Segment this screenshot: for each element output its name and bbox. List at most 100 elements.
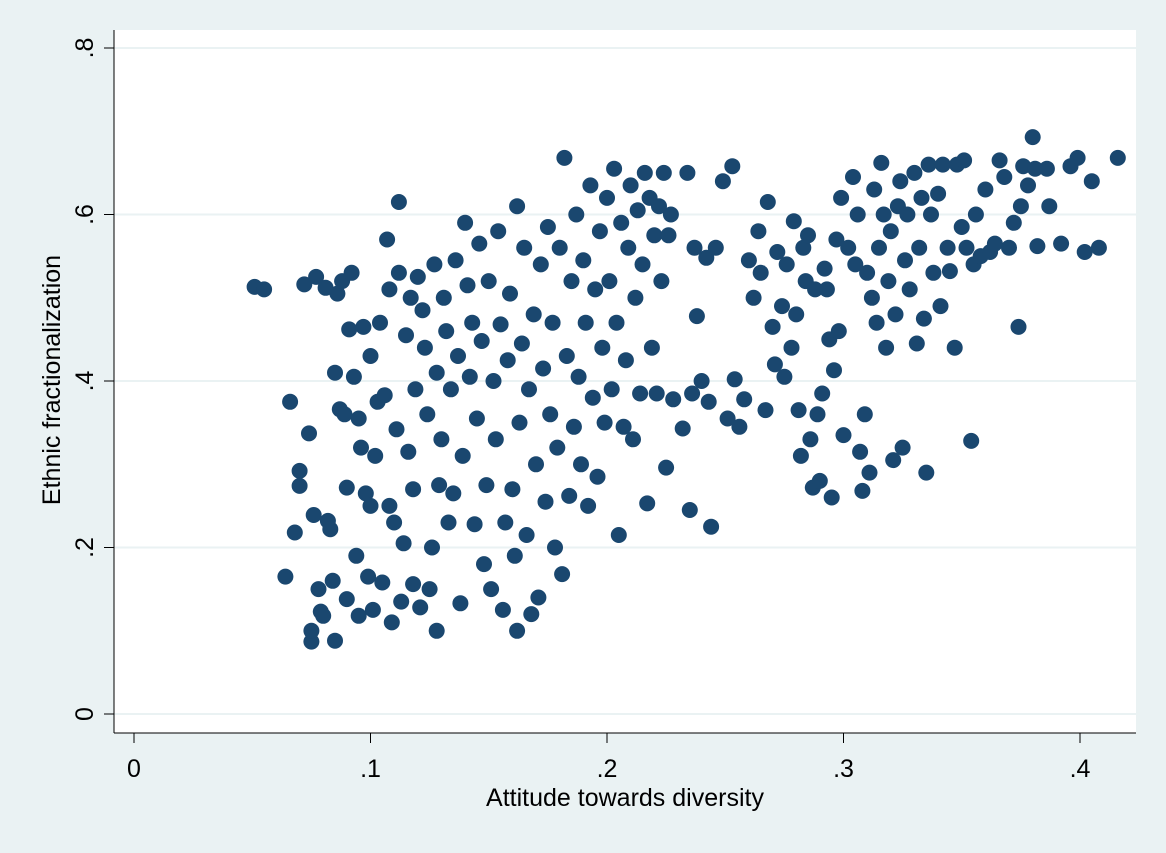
data-point <box>428 364 445 381</box>
data-point <box>291 462 308 479</box>
data-point <box>573 456 589 473</box>
data-point <box>431 477 448 494</box>
data-point <box>419 406 436 423</box>
data-point <box>315 607 332 624</box>
data-point <box>875 206 892 223</box>
data-point <box>847 256 864 273</box>
data-point <box>941 263 958 280</box>
data-point <box>956 152 973 169</box>
data-point <box>826 362 842 379</box>
data-point <box>450 348 466 364</box>
data-point <box>653 273 670 290</box>
data-point <box>1001 239 1017 256</box>
y-tick-label: .6 <box>71 204 99 225</box>
data-point <box>845 169 861 185</box>
data-point <box>811 472 828 489</box>
x-tick-label: .1 <box>360 755 381 783</box>
data-point <box>1010 318 1027 335</box>
data-point <box>327 632 343 649</box>
data-point <box>1012 198 1029 215</box>
data-point <box>405 481 422 498</box>
data-point <box>542 406 559 423</box>
data-point <box>341 321 358 338</box>
data-point <box>1076 244 1093 260</box>
data-point <box>622 177 639 194</box>
data-point <box>286 524 303 541</box>
data-point <box>353 439 369 456</box>
data-point <box>1020 177 1036 194</box>
data-point <box>402 289 419 306</box>
data-point <box>350 410 367 427</box>
data-point <box>303 622 320 639</box>
data-point <box>388 421 405 438</box>
data-point <box>570 368 587 385</box>
data-point <box>291 477 308 494</box>
data-point <box>807 281 824 298</box>
data-point <box>591 223 608 240</box>
data-point <box>897 252 913 269</box>
data-point <box>497 514 514 531</box>
data-point <box>977 181 994 198</box>
data-points <box>246 129 1126 650</box>
data-point <box>866 181 883 198</box>
data-point <box>778 256 795 273</box>
data-point <box>1109 149 1126 166</box>
data-point <box>471 235 488 252</box>
data-point <box>714 173 731 190</box>
data-point <box>492 316 509 333</box>
data-point <box>915 310 932 327</box>
x-tick-label: .2 <box>597 755 618 783</box>
data-point <box>615 418 632 435</box>
data-point <box>327 364 343 381</box>
data-point <box>1029 238 1046 255</box>
data-point <box>854 482 871 499</box>
data-point <box>856 406 873 423</box>
data-point <box>435 289 452 306</box>
data-point <box>563 273 580 290</box>
data-point <box>350 607 367 624</box>
y-axis-ticks: 0 .2 .4 .6 .8 <box>71 38 114 721</box>
data-point <box>925 264 942 281</box>
data-point <box>594 339 611 356</box>
data-point <box>561 487 578 504</box>
y-tick-label: .8 <box>71 38 99 59</box>
data-point <box>852 443 869 460</box>
data-point <box>816 260 833 277</box>
data-point <box>1024 129 1041 146</box>
data-point <box>719 410 736 427</box>
y-axis-label: Ethnic fractionalization <box>38 255 66 505</box>
data-point <box>407 381 424 398</box>
data-point <box>795 239 812 256</box>
data-point <box>724 158 741 175</box>
data-point <box>381 281 398 298</box>
data-point <box>483 581 500 598</box>
data-point <box>814 385 831 402</box>
data-point <box>835 427 852 444</box>
data-point <box>698 249 715 266</box>
data-point <box>587 281 604 298</box>
data-point <box>324 572 341 589</box>
data-point <box>861 464 878 481</box>
data-point <box>934 156 951 173</box>
data-point <box>414 302 431 319</box>
data-point <box>400 443 417 460</box>
data-point <box>393 593 410 610</box>
data-point <box>464 314 481 331</box>
data-point <box>296 276 313 293</box>
data-point <box>662 206 679 223</box>
data-point <box>395 535 412 552</box>
data-point <box>343 264 360 281</box>
data-point <box>360 568 377 585</box>
data-point <box>636 164 653 181</box>
data-point <box>490 223 507 240</box>
data-point <box>828 231 845 248</box>
data-point <box>946 339 963 356</box>
data-point <box>766 356 783 373</box>
data-point <box>485 373 502 389</box>
data-point <box>1090 239 1107 256</box>
data-point <box>336 406 353 423</box>
data-point <box>658 459 675 476</box>
data-point <box>468 410 485 427</box>
data-point <box>911 239 928 256</box>
